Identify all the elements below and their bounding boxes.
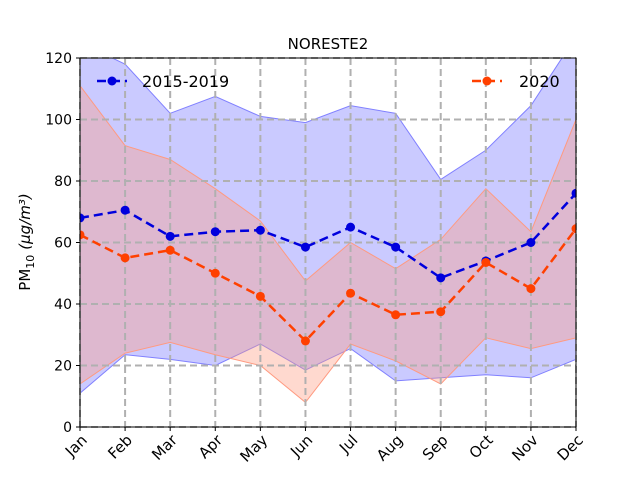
y-tick-label: 120 — [45, 51, 72, 67]
y-tick-label: 20 — [54, 359, 72, 375]
x-tick-label: Dec — [554, 431, 587, 464]
x-tick-label: Oct — [466, 431, 497, 462]
data-point-2015-2019 — [571, 188, 576, 198]
x-tick-label: Feb — [104, 431, 136, 463]
legend-marker-2015-2019 — [107, 76, 117, 86]
band-2020 — [80, 84, 576, 404]
y-tick-label: 0 — [63, 420, 72, 436]
legend-marker-2020 — [482, 76, 492, 86]
y-tick-label: 100 — [45, 113, 72, 129]
data-point-2015-2019 — [436, 273, 446, 283]
data-point-2020 — [526, 284, 536, 294]
y-tick-label: 80 — [54, 174, 72, 190]
data-point-2020 — [80, 230, 85, 240]
legend-label-2020: 2020 — [519, 72, 560, 91]
data-point-2015-2019 — [300, 242, 310, 252]
x-tick-label: Jul — [335, 431, 361, 457]
x-tick-label: Apr — [195, 431, 227, 463]
data-point-2015-2019 — [210, 227, 220, 237]
series-lines — [80, 188, 576, 346]
chart-title: NORESTE2 — [288, 35, 369, 53]
y-axis-label: PM10 (μg/m³) — [16, 193, 37, 290]
y-tick-label: 40 — [54, 297, 72, 313]
data-point-2020 — [571, 224, 576, 234]
confidence-bands — [80, 58, 576, 404]
data-point-2020 — [210, 268, 220, 278]
x-tick-label: Nov — [508, 431, 542, 465]
data-point-2020 — [481, 257, 491, 267]
legend: 2015-2019 2020 — [97, 72, 560, 91]
x-tick-label: May — [237, 431, 272, 466]
x-axis: Jan Feb Mar Apr May Jun Jul Aug Sep Oct Nov Dec — [61, 427, 587, 466]
data-point-2020 — [300, 336, 310, 346]
y-axis-label-unit: (μg/m³) — [16, 193, 34, 249]
data-point-2015-2019 — [255, 225, 265, 235]
data-point-2020 — [120, 253, 130, 263]
data-point-2015-2019 — [526, 238, 536, 247]
data-point-2020 — [165, 245, 175, 255]
y-tick-label: 60 — [54, 236, 72, 252]
data-point-2020 — [391, 310, 401, 320]
data-point-2015-2019 — [346, 222, 356, 232]
x-tick-label: Mar — [148, 431, 181, 464]
data-point-2020 — [255, 291, 265, 301]
data-point-2015-2019 — [80, 213, 85, 223]
x-tick-label: Jun — [286, 431, 316, 461]
data-point-2015-2019 — [391, 242, 401, 252]
y-axis: 0 20 40 60 80 100 120 — [45, 51, 80, 436]
data-point-2020 — [346, 288, 356, 298]
legend-label-2015-2019: 2015-2019 — [142, 72, 229, 91]
data-point-2015-2019 — [120, 205, 130, 215]
data-point-2015-2019 — [165, 231, 175, 241]
x-tick-label: Aug — [373, 431, 406, 464]
data-point-2020 — [436, 307, 446, 317]
x-tick-label: Sep — [419, 431, 452, 464]
y-axis-label-subscript: 10 — [24, 255, 37, 269]
series-line-2015-2019 — [80, 192, 576, 280]
series-line-2020 — [80, 227, 576, 343]
y-axis-label-main: PM — [16, 269, 34, 291]
